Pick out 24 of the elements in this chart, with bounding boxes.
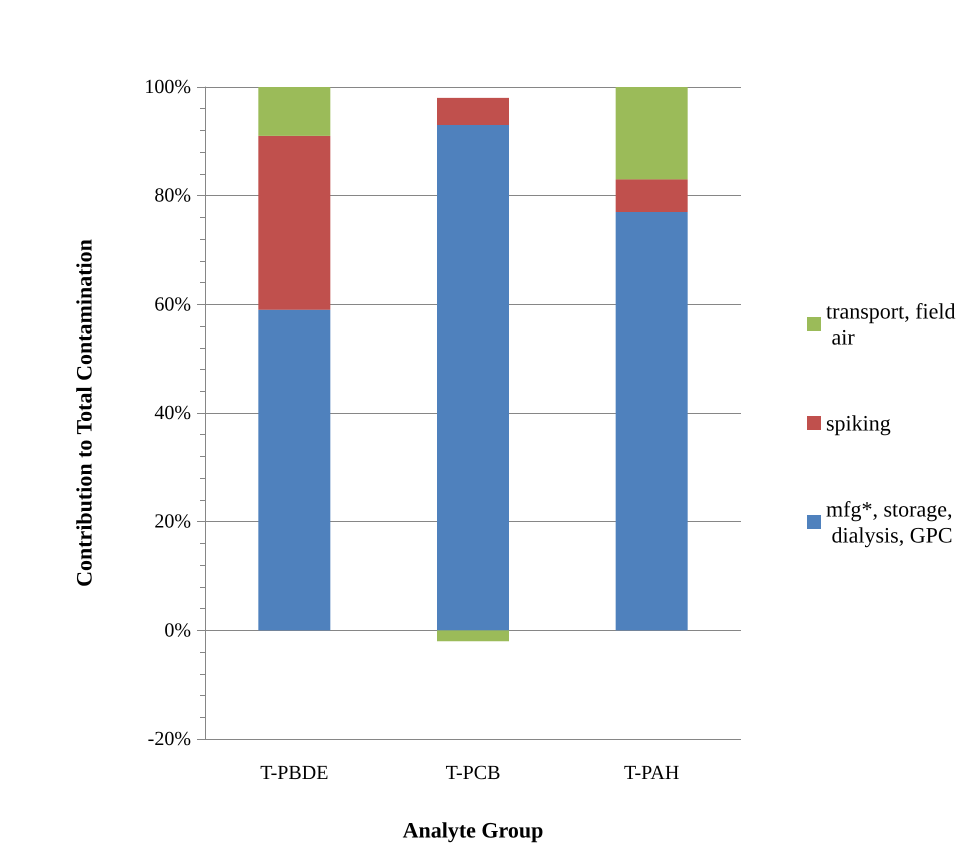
bar xyxy=(616,212,688,630)
y-tick-label: 80% xyxy=(154,184,191,207)
x-tick-label: T-PCB xyxy=(446,762,500,784)
y-tick-label: -20% xyxy=(148,728,191,750)
y-axis-title: Contribution to Total Contamination xyxy=(72,239,96,587)
legend-label: mfg*, storage, dialysis, GPC xyxy=(826,496,953,548)
y-tick-label: 40% xyxy=(154,402,191,424)
bar xyxy=(437,125,509,630)
bar xyxy=(616,179,688,212)
x-tick-label: T-PBDE xyxy=(260,762,328,784)
bar xyxy=(258,310,330,630)
legend-label: spiking xyxy=(826,410,891,436)
y-tick-label: 20% xyxy=(154,510,191,533)
x-tick-label: T-PAH xyxy=(624,762,680,784)
bar xyxy=(616,87,688,180)
y-tick-label: 100% xyxy=(144,76,191,98)
bar xyxy=(437,98,509,126)
y-tick-label: 60% xyxy=(154,293,191,316)
bar xyxy=(258,136,330,310)
x-axis-title: Analyte Group xyxy=(402,818,544,842)
y-tick-label: 0% xyxy=(164,619,191,642)
bar xyxy=(437,630,509,642)
bar xyxy=(258,87,330,136)
legend-label: transport, field air xyxy=(826,298,956,350)
